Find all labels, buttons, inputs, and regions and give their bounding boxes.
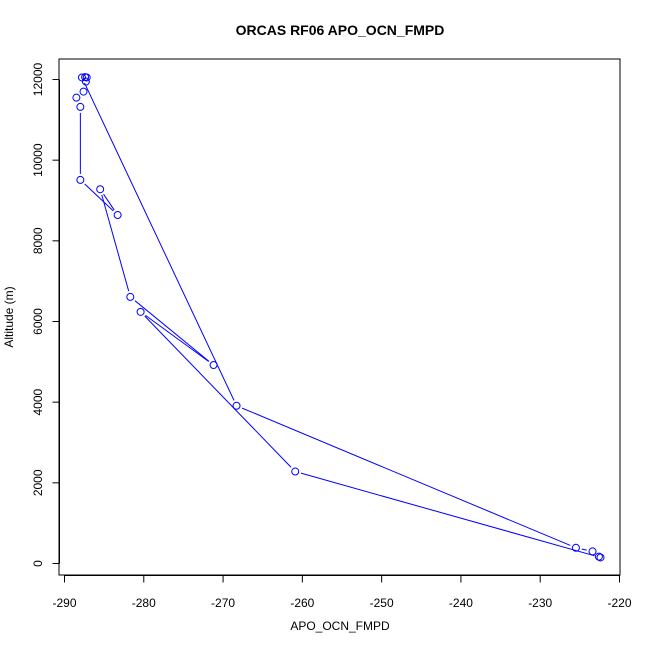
data-point: [81, 77, 90, 86]
y-tick-label: 12000: [31, 62, 45, 96]
data-point: [76, 102, 85, 111]
y-tick-label: 6000: [31, 308, 45, 335]
series-segment: [145, 314, 210, 362]
x-tick-label: -260: [290, 596, 314, 610]
series-segment: [144, 315, 292, 468]
y-tick-label: 0: [31, 560, 45, 567]
plot-area-frame: [58, 58, 621, 576]
data-point: [291, 467, 300, 476]
y-tick-label: 2000: [31, 469, 45, 496]
data-point: [571, 543, 580, 552]
x-axis: -290 -280 -270 -260 -250 -240 -230 -220: [52, 575, 632, 610]
series-segment: [300, 472, 595, 557]
data-point: [113, 211, 122, 220]
data-point: [79, 87, 88, 96]
x-tick-label: -220: [607, 596, 631, 610]
x-tick-label: -250: [370, 596, 394, 610]
data-point: [588, 547, 597, 556]
series-segment: [581, 548, 587, 551]
x-tick-label: -270: [211, 596, 235, 610]
series-segment: [101, 194, 130, 292]
data-point: [96, 185, 105, 194]
series-segment: [103, 193, 115, 211]
chart-title: ORCAS RF06 APO_OCN_FMPD: [236, 22, 445, 38]
series-segment: [241, 407, 571, 546]
data-point: [136, 307, 145, 316]
y-tick-label: 10000: [31, 143, 45, 177]
data-point: [72, 93, 81, 102]
x-tick-label: -290: [52, 596, 76, 610]
data-point: [77, 73, 86, 82]
y-tick-label: 8000: [31, 227, 45, 254]
data-point: [232, 401, 241, 410]
series-segment: [84, 183, 114, 212]
x-tick-label: -240: [449, 596, 473, 610]
data-point: [76, 175, 85, 184]
x-tick-label: -230: [528, 596, 552, 610]
y-tick-label: 4000: [31, 388, 45, 415]
x-axis-label: APO_OCN_FMPD: [290, 619, 390, 633]
data-point: [209, 361, 218, 370]
data-point: [82, 73, 91, 82]
data-point: [594, 552, 603, 561]
y-axis: 0 2000 4000 6000 8000 10000 12000: [31, 62, 60, 567]
series-plot: [72, 73, 605, 562]
y-axis-label: Altitude (m): [2, 286, 16, 347]
x-tick-label: -280: [132, 596, 156, 610]
data-point: [596, 553, 605, 562]
series-segment: [84, 82, 235, 401]
data-point: [126, 292, 135, 301]
series-segment: [134, 300, 210, 362]
